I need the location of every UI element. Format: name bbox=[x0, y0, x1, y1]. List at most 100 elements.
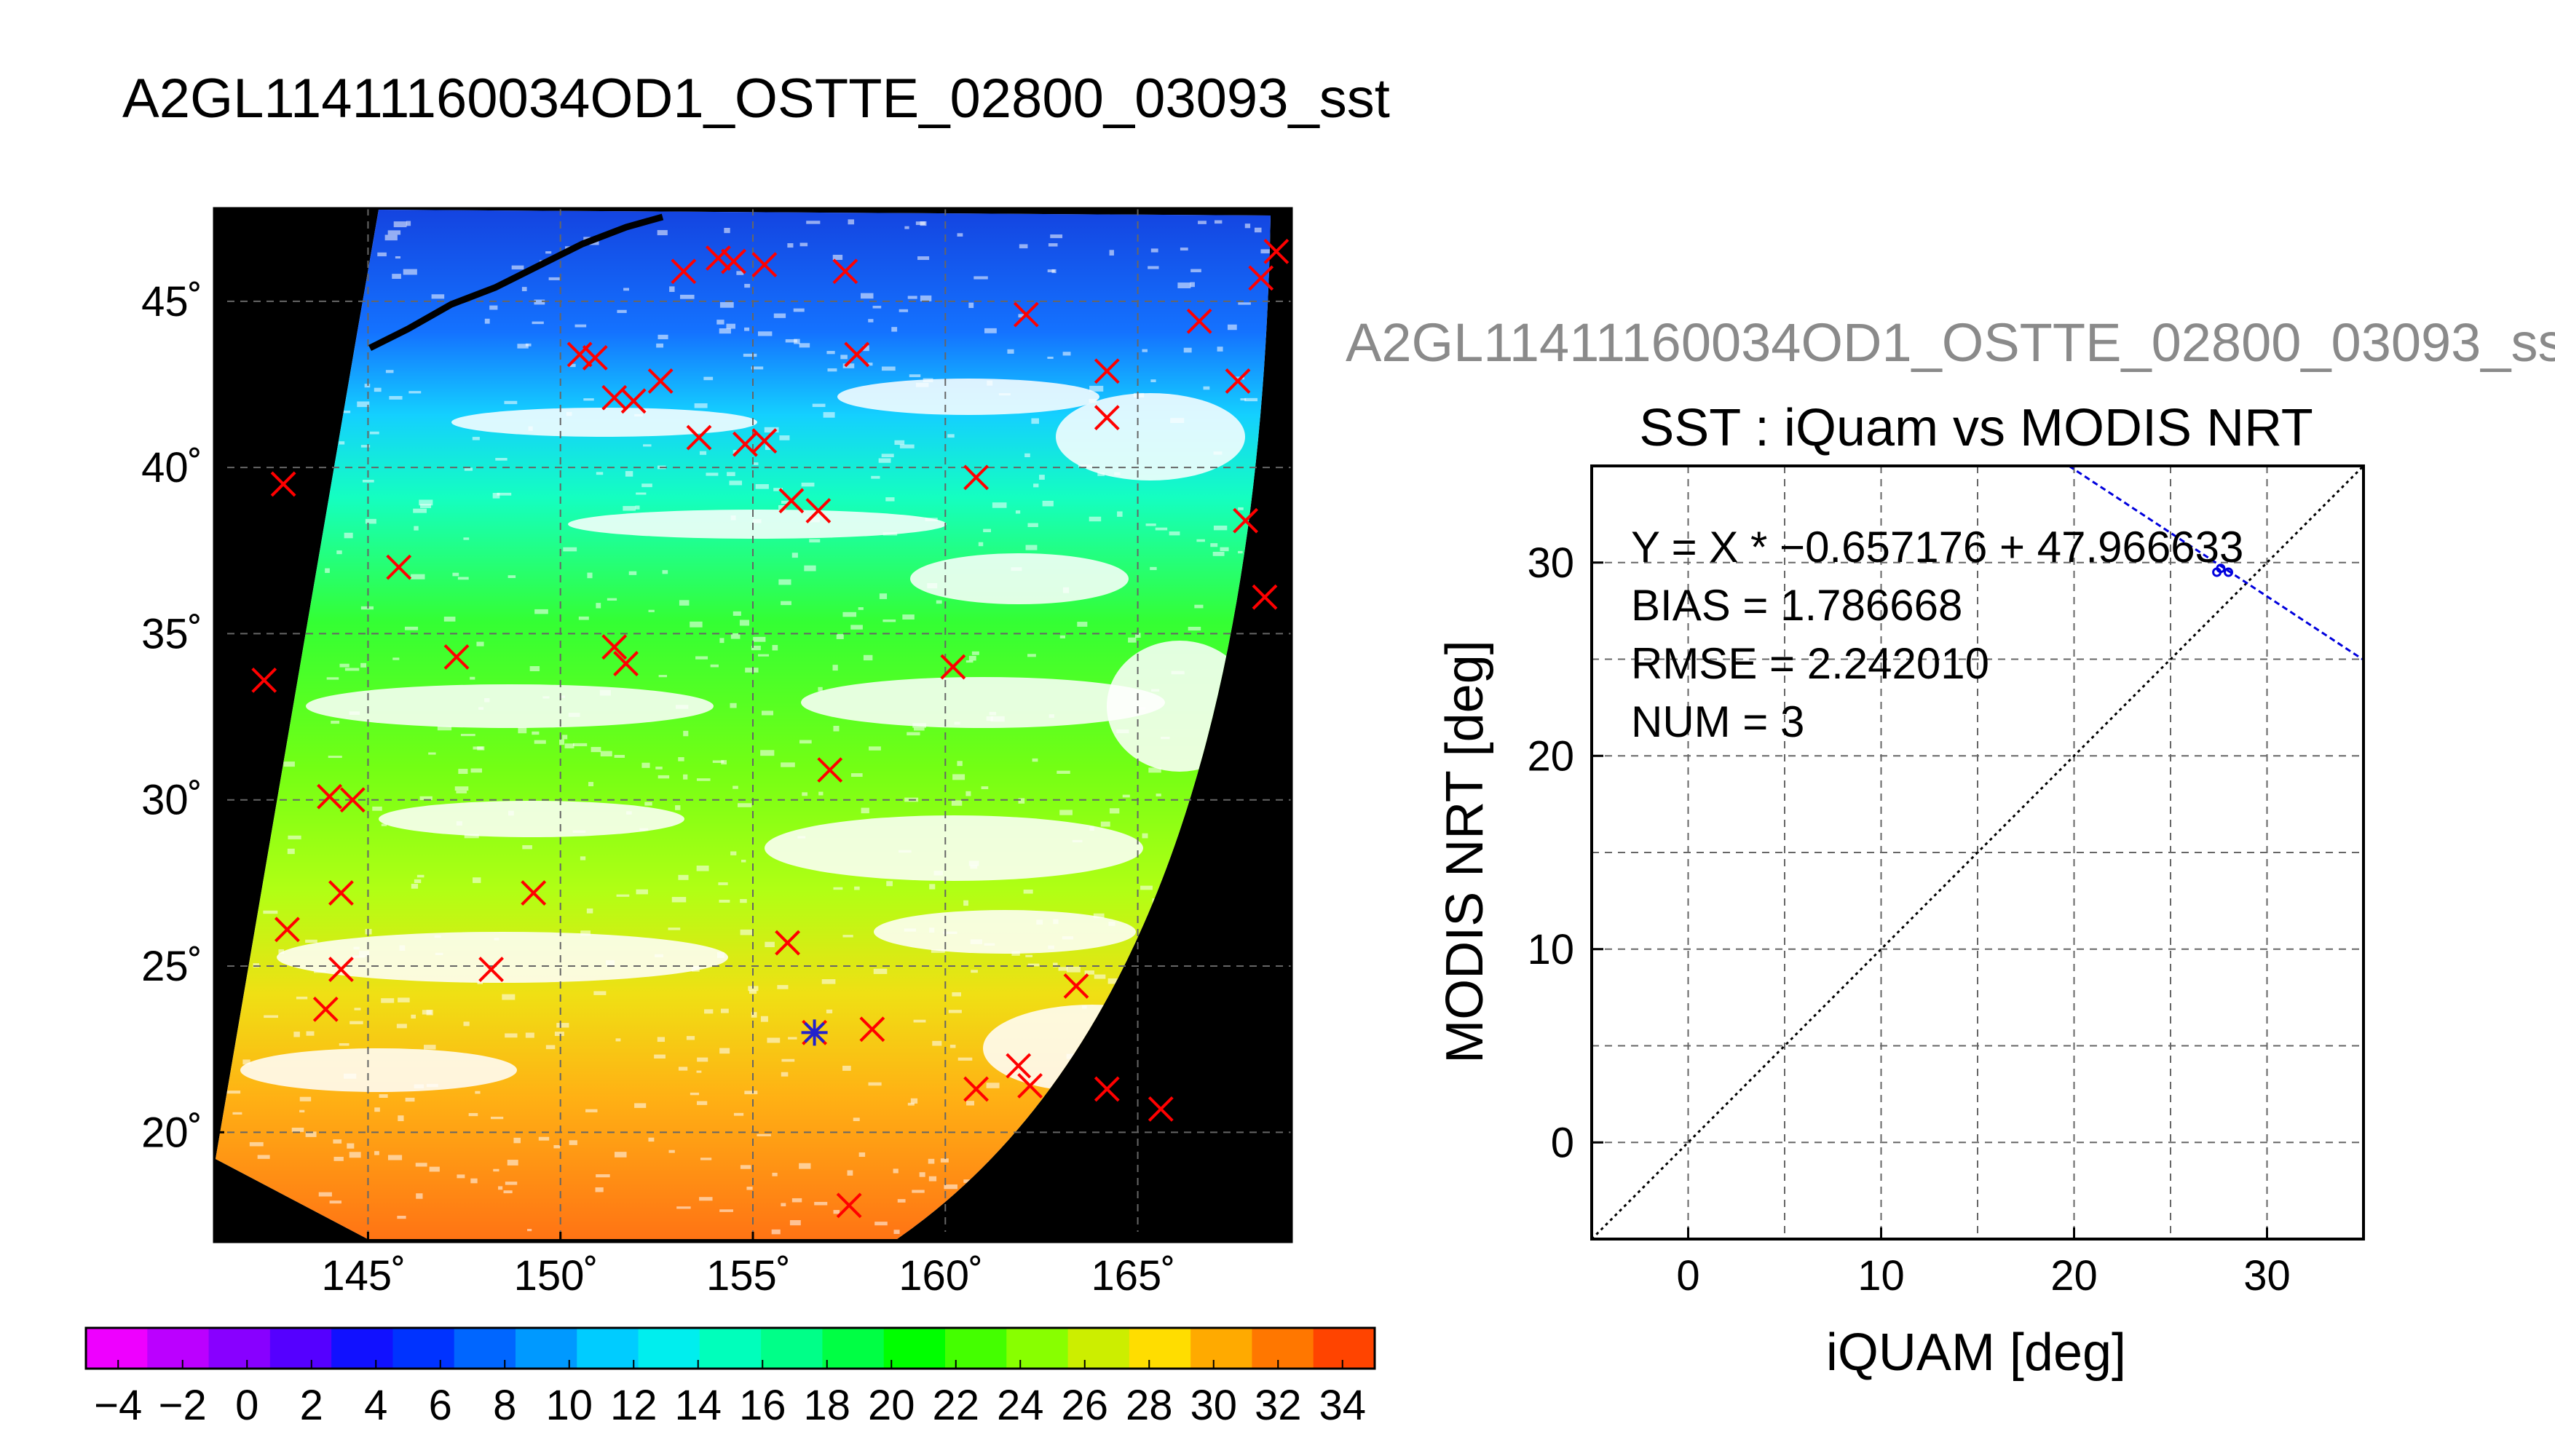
cloud-speck bbox=[1122, 794, 1130, 798]
cloud-speck bbox=[729, 480, 743, 486]
cloud-speck bbox=[753, 462, 759, 465]
buoy-marker bbox=[721, 248, 746, 274]
cloud-speck bbox=[746, 1187, 753, 1190]
cloud-speck bbox=[318, 1192, 332, 1197]
cloud-speck bbox=[842, 363, 855, 368]
cloud-speck bbox=[352, 955, 366, 958]
cloud-speck bbox=[569, 363, 576, 368]
cloud-speck bbox=[568, 713, 580, 717]
cloud-speck bbox=[696, 865, 709, 871]
cloud-speck bbox=[854, 886, 860, 890]
cloud-speck bbox=[694, 403, 708, 408]
cloud-gap bbox=[568, 510, 947, 539]
colorbar-tick-label: 24 bbox=[997, 1382, 1044, 1429]
cloud-speck bbox=[648, 609, 655, 612]
buoy-marker bbox=[1017, 1072, 1043, 1099]
cloud-speck bbox=[719, 899, 730, 903]
lon-tick-label: 145˚ bbox=[321, 1252, 406, 1299]
cloud-speck bbox=[529, 666, 540, 671]
cloud-speck bbox=[928, 1176, 937, 1182]
cloud-speck bbox=[396, 1024, 407, 1029]
cloud-speck bbox=[753, 636, 766, 642]
colorbar-swatch bbox=[516, 1328, 578, 1369]
cloud-speck bbox=[249, 1142, 264, 1147]
cloud-speck bbox=[339, 441, 345, 445]
cloud-speck bbox=[556, 1023, 569, 1028]
cloud-speck bbox=[894, 440, 905, 446]
cloud-speck bbox=[1203, 386, 1210, 390]
cloud-speck bbox=[293, 1032, 300, 1037]
cloud-speck bbox=[850, 773, 863, 778]
cloud-speck bbox=[392, 274, 401, 280]
cloud-speck bbox=[1089, 826, 1094, 831]
cloud-speck bbox=[1148, 767, 1161, 773]
cloud-speck bbox=[1107, 978, 1118, 984]
cloud-speck bbox=[464, 834, 479, 839]
cloud-speck bbox=[984, 943, 995, 946]
cloud-speck bbox=[1033, 483, 1039, 488]
cloud-speck bbox=[398, 1115, 404, 1122]
cloud-speck bbox=[593, 991, 607, 995]
cloud-speck bbox=[1238, 550, 1243, 554]
cloud-speck bbox=[473, 877, 481, 883]
buoy-marker bbox=[582, 345, 608, 371]
cloud-speck bbox=[328, 756, 342, 759]
cloud-speck bbox=[505, 1033, 518, 1038]
cloud-speck bbox=[508, 575, 516, 578]
cloud-speck bbox=[726, 323, 736, 329]
cloud-gap bbox=[910, 553, 1129, 604]
cloud-speck bbox=[527, 1229, 532, 1232]
cloud-speck bbox=[634, 1103, 647, 1108]
cloud-speck bbox=[331, 721, 340, 724]
cloud-speck bbox=[491, 1116, 504, 1120]
buoy-marker bbox=[328, 880, 354, 906]
buoy-marker bbox=[1186, 308, 1212, 334]
cloud-speck bbox=[847, 1170, 853, 1176]
cloud-speck bbox=[970, 865, 978, 869]
cloud-speck bbox=[765, 941, 775, 948]
cloud-speck bbox=[1062, 936, 1074, 940]
cloud-speck bbox=[615, 1038, 621, 1042]
colorbar-swatch bbox=[945, 1328, 1008, 1369]
cloud-speck bbox=[931, 949, 945, 953]
cloud-speck bbox=[878, 458, 891, 463]
cloud-speck bbox=[832, 254, 843, 261]
cloud-speck bbox=[1109, 808, 1120, 814]
cloud-speck bbox=[517, 344, 529, 349]
cloud-speck bbox=[733, 1112, 744, 1116]
colorbar-tick-label: 12 bbox=[610, 1382, 657, 1429]
cloud-speck bbox=[435, 952, 443, 956]
colorbar-tick-label: 22 bbox=[932, 1382, 979, 1429]
cloud-speck bbox=[949, 1045, 956, 1048]
cloud-speck bbox=[799, 740, 812, 744]
cloud-speck bbox=[882, 532, 898, 536]
cloud-speck bbox=[1019, 244, 1028, 249]
cloud-speck bbox=[712, 760, 724, 763]
colorbar-swatch bbox=[1252, 1328, 1314, 1369]
cloud-speck bbox=[457, 577, 469, 580]
cloud-speck bbox=[532, 321, 544, 325]
cloud-speck bbox=[554, 1032, 564, 1037]
cloud-speck bbox=[799, 343, 810, 348]
cloud-speck bbox=[365, 518, 376, 524]
cloud-speck bbox=[484, 318, 490, 324]
scatter-xtick-label: 0 bbox=[1676, 1252, 1699, 1299]
cloud-speck bbox=[842, 612, 857, 617]
cloud-speck bbox=[963, 900, 968, 906]
cloud-speck bbox=[899, 444, 915, 448]
scatter-ytick-label: 0 bbox=[1551, 1119, 1574, 1166]
cloud-speck bbox=[463, 537, 470, 540]
cloud-speck bbox=[475, 1091, 481, 1094]
colorbar-swatch bbox=[392, 1328, 455, 1369]
cloud-speck bbox=[278, 949, 285, 954]
colorbar-swatch bbox=[761, 1328, 824, 1369]
cloud-speck bbox=[678, 1067, 688, 1071]
cloud-speck bbox=[470, 1178, 478, 1184]
scatter-point bbox=[2224, 567, 2233, 577]
cloud-speck bbox=[986, 1083, 1000, 1088]
cloud-speck bbox=[625, 471, 633, 477]
cloud-speck bbox=[1169, 531, 1180, 536]
cloud-speck bbox=[751, 1012, 757, 1018]
cloud-speck bbox=[879, 593, 888, 599]
cloud-speck bbox=[655, 767, 663, 769]
